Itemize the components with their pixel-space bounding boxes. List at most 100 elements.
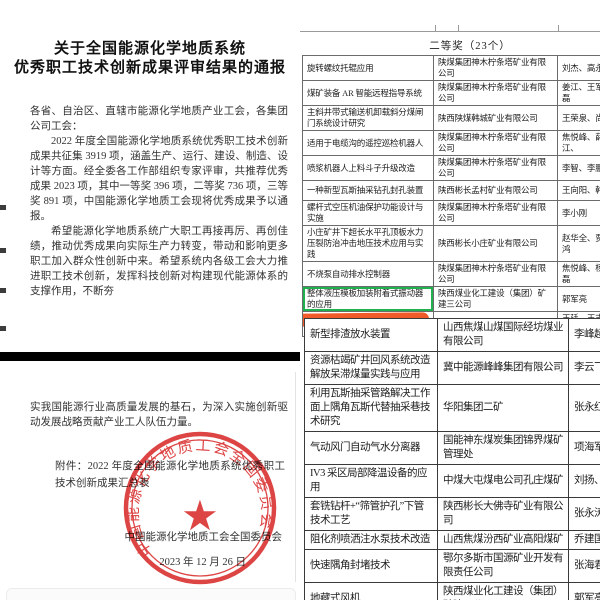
achievement-name-cell: 螺杆式空压机油保护功能设计与实施	[302, 200, 434, 226]
table-row: 煤矿装备 AR 智能远程指导系统 陕煤集团神木柠条塔矿业有限公司 姜江、王军 徐…	[302, 80, 600, 106]
company-name-cell: 陕西煤业化工建设（集团）矿建三公司	[433, 286, 558, 312]
scan-artifact	[0, 248, 6, 253]
paragraph-1: 2022 年度全国能源化学地质系统优秀职工技术创新成果共征集 3919 项，涵盖…	[30, 136, 288, 222]
table-row: 小庄矿井下超长水平孔顶板水力压裂防治冲击地压技术应用与实践 陕西彬长小庄矿业有限…	[302, 225, 600, 262]
company-name-cell: 陕煤集团神木柠条塔矿业有限公司	[433, 200, 558, 226]
winner-names-cell: 张永红 飞、刘	[568, 384, 600, 432]
company-name-cell: 陕西煤业化工建设（集团）矿建三公司	[437, 582, 569, 600]
achievement-name-cell: 小庄矿井下超长水平孔顶板水力压裂防治冲击地压技术应用与实践	[302, 225, 434, 262]
table-row: 新型排渣放水装置 山西焦煤山煤国际经坊煤业有限公司 李峰超	[304, 318, 600, 352]
company-name-cell: 陕煤集团神木柠条塔矿业有限公司	[433, 55, 558, 81]
column-tick	[458, 25, 459, 31]
company-name-cell: 中煤大屯煤电公司孔庄煤矿	[437, 464, 569, 498]
achievement-name-cell: 旋转螺纹托辊应用	[302, 55, 434, 81]
company-name-cell: 陕煤集团神木柠条塔矿业有限公司	[433, 130, 558, 156]
attachment-line: 附件：2022 年度全国能源化学地质系统优秀职工技术创新成果汇总表	[55, 461, 285, 489]
table-row: IV3 采区局部降温设备的应用 中煤大屯煤电公司孔庄煤矿 刘扬、 周生敏	[304, 464, 600, 498]
company-name-cell: 陕西陕煤韩城矿业有限公司	[433, 105, 558, 131]
notice-page2-body: 实我国能源行业高质量发展的基石，为深入实施创新驱动发展战略贡献产业工人队伍力量。	[30, 400, 288, 430]
winner-names-cell: 赵华全、贾 李伟、门鸿	[557, 225, 600, 262]
winner-names-cell: 李峰超	[568, 318, 600, 352]
company-name-cell: 国能神东煤炭集团锦界煤矿管理处	[437, 431, 569, 465]
table-row: 适用于电缆沟的遥控巡检机器人 陕煤集团神木柠条塔矿业有限公司 焦悦峰、薛 欢、姜…	[302, 130, 600, 156]
table-row: 快速隅角封堵技术 鄂尔多斯市国源矿业开发有限责任公司 张海君 明、杨	[304, 549, 600, 583]
company-name-cell: 陕煤集团神木柠条塔矿业有限公司	[433, 80, 558, 106]
table-row: 气动风门自动气水分离器 国能神东煤炭集团锦界煤矿管理处 项海军 利、张	[304, 431, 600, 465]
company-name-cell: 山西焦煤汾西矿业高阳煤矿	[437, 530, 569, 550]
scan-artifact	[0, 326, 6, 331]
company-name-cell: 陕煤集团神木柠条塔矿业有限公司	[433, 155, 558, 181]
column-tick	[435, 25, 436, 31]
winner-names-cell: 焦悦峰、薛 欢、姜江、	[557, 130, 600, 156]
award-list-page: 二等奖（23个） 旋转螺纹托辊应用 陕煤集团神木柠条塔矿业有限公司 刘杰、高永 …	[300, 0, 600, 600]
award-section-title: 二等奖（23个）	[429, 41, 511, 52]
achievement-name-cell: 喷浆机器人上料斗子升级改造	[302, 155, 434, 181]
signature-block: 中国能源化学地质工会全国委员会 2023 年 12 月 26 日	[0, 530, 292, 570]
achievement-name-cell: 整体液压模板加装附着式振动器的应用	[302, 286, 434, 312]
winner-names-cell: 李智、李鹏	[557, 155, 600, 181]
company-name-cell: 鄂尔多斯市国源矿业开发有限责任公司	[437, 549, 569, 583]
achievement-name-cell: 套铣钻杆+“筛管护孔”下管技术工艺	[304, 497, 438, 531]
company-name-cell: 陕西彬长小庄矿业有限公司	[433, 225, 558, 262]
table-row: 喷浆机器人上料斗子升级改造 陕煤集团神木柠条塔矿业有限公司 李智、李鹏	[302, 155, 600, 181]
achievement-name-cell: 气动风门自动气水分离器	[304, 431, 438, 465]
company-name-cell: 陕煤集团神木柠条塔矿业有限公司	[433, 261, 558, 287]
achievement-name-cell: 主斜井带式输送机卸载斜分煤闸门系统设计研究	[302, 105, 434, 131]
achievement-name-cell: 一种新型瓦斯抽采钻孔封孔装置	[302, 180, 434, 201]
winner-names-cell: 刘杰、高永 徐辉	[557, 55, 600, 81]
paragraph-2: 希望能源化学地质系统广大职工再接再厉、再创佳绩，推动优秀成果向实际生产力转变，带…	[30, 226, 288, 297]
achievement-name-cell: 利用瓦斯抽采管路解决工作面上隅角瓦斯代替抽采巷技术研究	[304, 384, 438, 432]
winner-names-cell: 焦悦峰、杨 徐辉、樊磊	[557, 261, 600, 287]
table-row: 旋转螺纹托辊应用 陕煤集团神木柠条塔矿业有限公司 刘杰、高永 徐辉	[302, 55, 600, 81]
achievement-name-cell: 煤矿装备 AR 智能远程指导系统	[302, 80, 434, 106]
winner-names-cell: 李小刚	[557, 200, 600, 226]
notice-body: 各省、自治区、直辖市能源化学地质产业工会，各集团公司工会： 2022 年度全国能…	[30, 104, 288, 299]
signature-date: 2023 年 12 月 26 日	[159, 557, 246, 568]
page-break-bar	[0, 352, 300, 361]
table-row: 套铣钻杆+“筛管护孔”下管技术工艺 陕西彬长大佛寺矿业有限公司 张永涛 华、杨	[304, 497, 600, 531]
company-name-cell: 冀中能源峰峰集团有限公司	[437, 351, 569, 385]
company-name-cell: 陕西彬长大佛寺矿业有限公司	[437, 497, 569, 531]
achievement-name-cell: 快速隅角封堵技术	[304, 549, 438, 583]
table-row: 不烧泵自动排水控制器 陕煤集团神木柠条塔矿业有限公司 焦悦峰、杨 徐辉、樊磊	[302, 261, 600, 287]
winner-names-cell: 张永涛 华、杨	[568, 497, 600, 531]
winner-names-cell: 项海军 利、张	[568, 431, 600, 465]
winner-names-cell: 李云飞	[568, 351, 600, 385]
winner-names-cell: 刘扬、 周生敏	[568, 464, 600, 498]
table-row: 一种新型瓦斯抽采钻孔封孔装置 陕西彬长孟村矿业有限公司 王向阳、韩	[302, 180, 600, 201]
achievement-name-cell: 资源枯竭矿井回风系统改造解放呆滞煤量实践与应用	[304, 351, 438, 385]
scan-edge-artifact	[6, 588, 296, 600]
page-edge-line	[295, 372, 296, 582]
signature-org: 中国能源化学地质工会全国委员会	[124, 532, 283, 543]
achievement-name-cell: 适用于电缆沟的遥控巡检机器人	[302, 130, 434, 156]
winner-names-cell: 王向阳、韩	[557, 180, 600, 201]
winner-names-cell: 姜江、王军 徐辉、樊磊	[557, 80, 600, 106]
column-tick	[558, 25, 559, 31]
award-table-lower: 新型排渣放水装置 山西焦煤山煤国际经坊煤业有限公司 李峰超 资源枯竭矿井回风系统…	[304, 318, 600, 600]
table-row: 阻化剂喷洒注水泵技术改造 山西焦煤汾西矿业高阳煤矿 乔建国	[304, 530, 600, 550]
achievement-name-cell: IV3 采区局部降温设备的应用	[304, 464, 438, 498]
scan-artifact	[0, 288, 6, 293]
notice-title: 关于全国能源化学地质系统 优秀职工技术创新成果评审结果的通报	[0, 40, 300, 78]
table-row: 资源枯竭矿井回风系统改造解放呆滞煤量实践与应用 冀中能源峰峰集团有限公司 李云飞	[304, 351, 600, 385]
table-top-edge	[300, 31, 600, 32]
notice-title-line2: 优秀职工技术创新成果评审结果的通报	[13, 60, 286, 76]
award-table-upper: 旋转螺纹托辊应用 陕煤集团神木柠条塔矿业有限公司 刘杰、高永 徐辉 煤矿装备 A…	[302, 55, 600, 337]
winner-names-cell: 王荣泉、尚	[557, 105, 600, 131]
achievement-name-cell: 新型排渣放水装置	[304, 318, 438, 352]
winner-names-cell: 郭军亮	[568, 582, 600, 600]
table-row: 地藏式风机 陕西煤业化工建设（集团）矿建三公司 郭军亮	[304, 582, 600, 600]
winner-names-cell: 乔建国	[568, 530, 600, 550]
table-row: 利用瓦斯抽采管路解决工作面上隅角瓦斯代替抽采巷技术研究 华阳集团二矿 张永红 飞…	[304, 384, 600, 432]
paragraph-3: 实我国能源行业高质量发展的基石，为深入实施创新驱动发展战略贡献产业工人队伍力量。	[30, 402, 288, 428]
achievement-name-cell: 地藏式风机	[304, 582, 438, 600]
salutation: 各省、自治区、直辖市能源化学地质产业工会，各集团公司工会：	[30, 106, 288, 132]
company-name-cell: 华阳集团二矿	[437, 384, 569, 432]
table-row: 螺杆式空压机油保护功能设计与实施 陕煤集团神木柠条塔矿业有限公司 李小刚	[302, 200, 600, 226]
table-row: 整体液压模板加装附着式振动器的应用 陕西煤业化工建设（集团）矿建三公司 郭军亮	[302, 286, 600, 312]
company-name-cell: 陕西彬长孟村矿业有限公司	[433, 180, 558, 201]
winner-names-cell: 郭军亮	[557, 286, 600, 312]
notice-title-line1: 关于全国能源化学地质系统	[53, 41, 246, 57]
achievement-name-cell: 不烧泵自动排水控制器	[302, 261, 434, 287]
